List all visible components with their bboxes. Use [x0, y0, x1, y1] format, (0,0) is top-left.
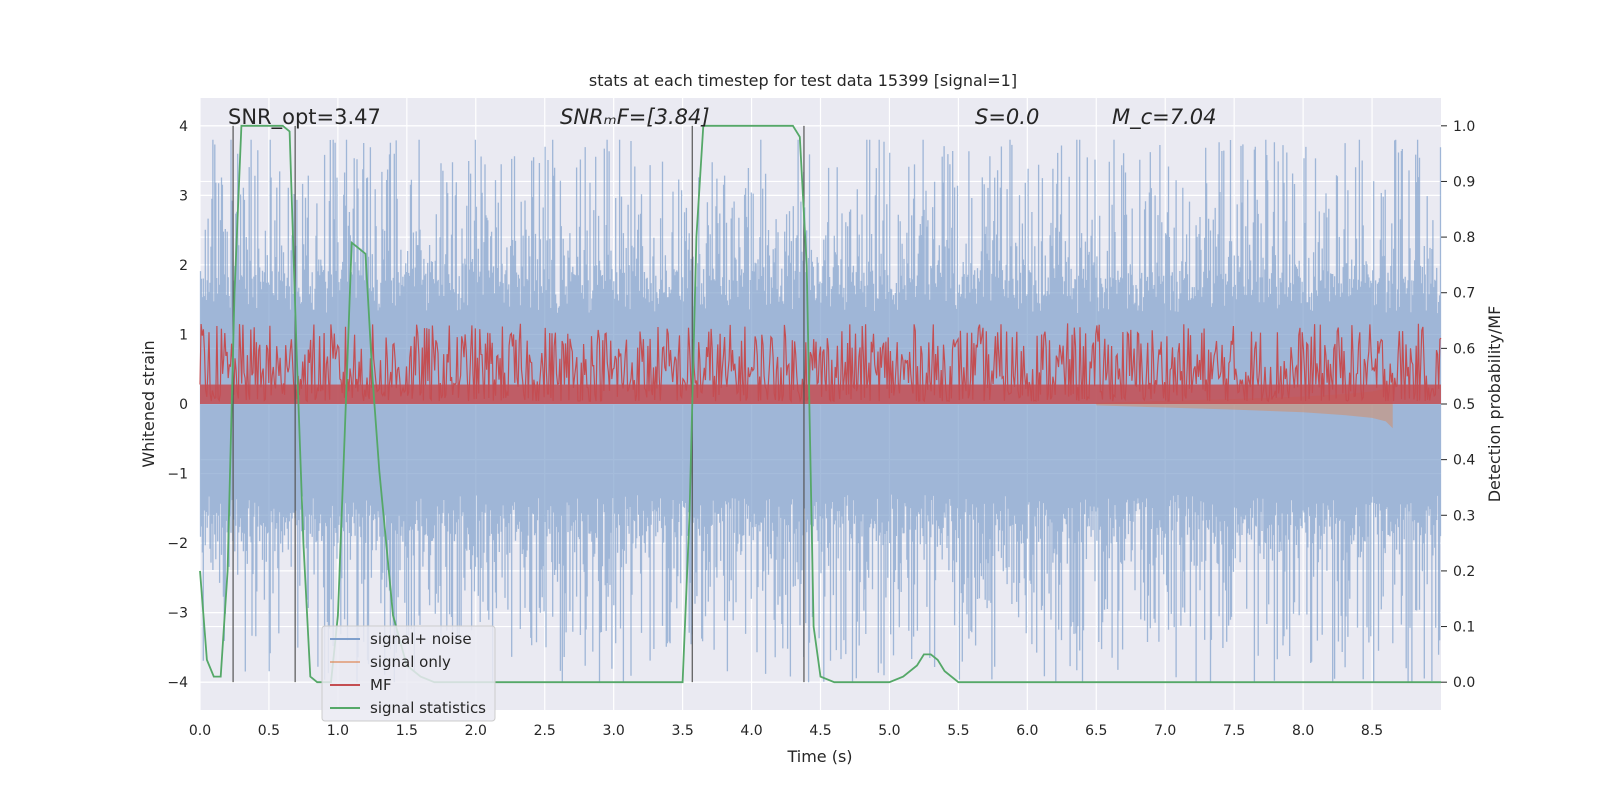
y2-tick-label: 0.1: [1453, 620, 1475, 636]
x-tick-label: 4.0: [740, 723, 762, 739]
y-tick-label: −1: [167, 467, 188, 483]
x-tick-labels: 0.0 0.5 1.0 1.5 2.0 2.5 3.0 3.5 4.0 4.5 5.0 5.5 6.0 6…: [189, 723, 1383, 739]
mf-trace: [199, 323, 1442, 404]
y-tick-label: 3: [179, 188, 188, 204]
y-tick-label: 4: [179, 119, 188, 135]
x-tick-label: 0.0: [189, 723, 211, 739]
legend-label-signal-only: signal only: [370, 653, 451, 671]
series-mf: [199, 323, 1442, 404]
x-axis-label: Time (s): [786, 747, 852, 766]
y2-tick-label: 1.0: [1453, 119, 1475, 135]
x-tick-label: 3.0: [603, 723, 625, 739]
y2-tick-label: 0.4: [1453, 453, 1475, 469]
x-tick-label: 5.0: [878, 723, 900, 739]
y2-tick-label: 0.0: [1453, 675, 1475, 691]
legend-box: [321, 625, 496, 722]
x-tick-label: 1.5: [396, 723, 418, 739]
annotation-snr-opt: SNR_opt=3.47: [228, 105, 381, 130]
y2-tick-label: 0.7: [1453, 286, 1475, 302]
y2-tick-label: 0.8: [1453, 230, 1475, 246]
y-tick-labels: 4 3 2 1 0 −1 −2 −3 −4: [167, 119, 188, 691]
signal-only-trace: [1096, 382, 1393, 429]
series-signal-statistics: [199, 124, 1441, 684]
y2-tick-label: 0.5: [1453, 397, 1475, 413]
x-tick-label: 2.5: [534, 723, 556, 739]
x-tick-label: 7.0: [1154, 723, 1176, 739]
y-tick-label: −3: [167, 606, 188, 622]
x-tick-label: 8.5: [1361, 723, 1383, 739]
legend: signal+ noise signal only MF signal stat…: [321, 625, 496, 722]
y2-tick-labels: 1.0 0.9 0.8 0.7 0.6 0.5 0.4 0.3 0.2 0.1 0.0: [1453, 119, 1475, 691]
series-signal-only: [1096, 382, 1393, 429]
x-tick-label: 2.0: [465, 723, 487, 739]
y-axis-label: Whitened strain: [139, 340, 158, 467]
y2-tick-label: 0.9: [1453, 174, 1475, 190]
x-tick-label: 3.5: [671, 723, 693, 739]
y2-tick-label: 0.2: [1453, 564, 1475, 580]
y-tick-label: 1: [179, 327, 188, 343]
y-tick-label: 0: [179, 397, 188, 413]
x-tick-label: 5.5: [947, 723, 969, 739]
x-tick-label: 1.0: [327, 723, 349, 739]
x-tick-label: 6.0: [1016, 723, 1038, 739]
annotation-snr-mf: SNRₘF=[3.84]: [560, 105, 710, 129]
x-tick-label: 0.5: [258, 723, 280, 739]
x-tick-label: 4.5: [809, 723, 831, 739]
statistics-trace: [199, 124, 1441, 684]
y-tick-label: 2: [179, 258, 188, 274]
legend-label-noise: signal+ noise: [370, 630, 472, 648]
legend-label-mf: MF: [370, 676, 392, 694]
chart-title: stats at each timestep for test data 153…: [589, 71, 1017, 90]
y-tick-label: −4: [167, 675, 188, 691]
annotation-s-value: S=0.0: [975, 105, 1039, 129]
y2-axis-label: Detection probability/MF: [1485, 306, 1504, 503]
y-tick-label: −2: [167, 536, 188, 552]
x-tick-label: 6.5: [1085, 723, 1107, 739]
x-tick-label: 7.5: [1223, 723, 1245, 739]
annotation-mc-value: M_c=7.04: [1112, 105, 1217, 130]
y2-tick-label: 0.3: [1453, 508, 1475, 524]
mf-fill: [200, 384, 1441, 404]
y2-tick-label: 0.6: [1453, 341, 1475, 357]
x-tick-label: 8.0: [1292, 723, 1314, 739]
legend-label-statistics: signal statistics: [370, 699, 486, 717]
